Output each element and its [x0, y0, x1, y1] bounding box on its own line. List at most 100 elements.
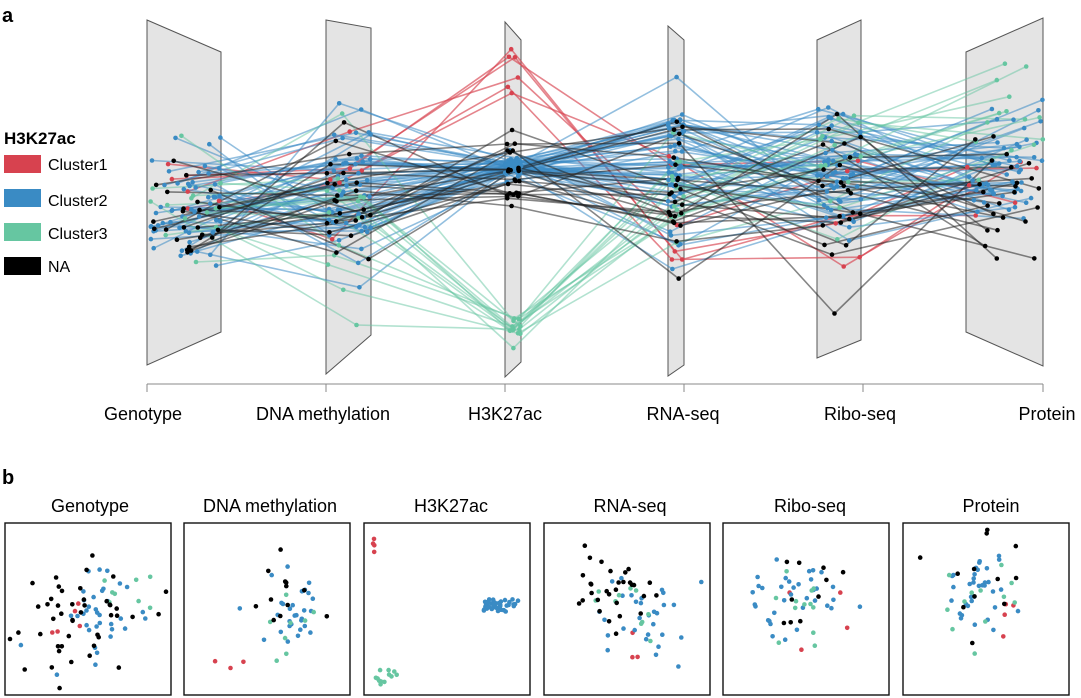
sample-point-cluster2: [148, 224, 154, 229]
legend-swatch-cluster3: [4, 223, 41, 241]
sample-point-cluster2: [360, 159, 366, 164]
embedding-point-protein-na: [984, 531, 989, 536]
embedding-point-rna-seq-cluster1: [630, 654, 635, 660]
sample-point-cluster3: [837, 205, 842, 210]
embedding-point-dna-methylation-cluster2: [285, 639, 291, 644]
sample-point-cluster2: [169, 208, 175, 213]
sample-point-cluster2: [847, 224, 852, 230]
sample-point-cluster2: [149, 158, 155, 163]
embedding-point-genotype-na: [107, 602, 113, 608]
sample-line-cluster2: [338, 102, 521, 166]
sample-point-cluster2: [858, 197, 864, 202]
sample-point-cluster2: [353, 161, 358, 167]
sample-point-cluster2: [1014, 164, 1020, 169]
sample-point-na: [332, 182, 338, 187]
sample-point-cluster2: [1018, 188, 1024, 194]
embedding-point-rna-seq-cluster2: [645, 632, 651, 637]
embedding-point-protein-na: [972, 594, 977, 599]
sample-point-na: [841, 183, 846, 189]
sample-line-na: [186, 189, 357, 251]
axis-plane-protein: [965, 17, 1044, 367]
sample-point-na: [672, 199, 678, 205]
sample-line-cluster2: [215, 239, 340, 267]
embedding-point-h3k27ac-cluster1: [371, 549, 377, 555]
sample-point-cluster2: [834, 179, 840, 184]
embedding-point-rna-seq-na: [616, 580, 621, 585]
sample-line-cluster3: [836, 149, 1012, 241]
embedding-point-rna-seq-na: [621, 579, 626, 585]
sample-line-cluster2: [849, 197, 1032, 242]
sample-point-cluster3: [994, 77, 1000, 83]
panel-title-rna-seq: RNA-seq: [593, 496, 666, 516]
sample-point-cluster2: [815, 106, 821, 112]
sample-line-na: [822, 143, 986, 247]
embedding-point-genotype-cluster2: [86, 627, 92, 633]
embedding-point-dna-methylation-cluster3: [283, 592, 289, 598]
sample-point-na: [1014, 180, 1020, 186]
sample-point-na: [985, 203, 990, 208]
embedding-point-genotype-cluster2: [84, 622, 89, 628]
sample-point-cluster2: [679, 112, 685, 117]
sample-point-cluster3: [858, 154, 863, 159]
embedding-point-protein-na: [955, 571, 960, 576]
embedding-point-rna-seq-cluster2: [643, 636, 649, 642]
embedding-point-rna-seq-na: [638, 611, 643, 616]
sample-point-cluster2: [676, 136, 681, 142]
panel-title-dna-methylation: DNA methylation: [203, 496, 337, 516]
sample-point-na: [677, 131, 682, 137]
embedding-point-rna-seq-na: [654, 593, 659, 598]
sample-point-cluster2: [966, 174, 972, 180]
sample-point-cluster2: [344, 183, 349, 188]
sample-point-cluster2: [179, 248, 185, 253]
embedding-point-rna-seq-cluster2: [632, 627, 637, 633]
sample-point-na: [1004, 151, 1009, 157]
sample-line-na: [517, 133, 680, 198]
sample-point-cluster2: [828, 207, 834, 213]
embedding-point-h3k27ac-cluster3: [389, 674, 394, 679]
embedding-point-genotype-cluster1: [50, 630, 55, 635]
sample-line-cluster3: [839, 143, 1035, 209]
embedding-point-rna-seq-na: [614, 600, 619, 606]
sample-point-cluster1: [1034, 165, 1039, 171]
sample-point-na: [337, 211, 343, 216]
embedding-point-h3k27ac-cluster3: [386, 667, 391, 673]
sample-point-cluster1: [329, 237, 335, 242]
sample-point-cluster1: [328, 177, 333, 182]
sample-point-cluster2: [515, 173, 521, 179]
sample-point-cluster2: [828, 115, 834, 121]
embedding-point-dna-methylation-cluster2: [295, 633, 301, 639]
sample-point-cluster3: [510, 324, 515, 329]
sample-line-cluster3: [150, 200, 357, 326]
sample-point-cluster1: [509, 90, 514, 96]
sample-point-cluster2: [158, 204, 163, 210]
sample-point-cluster3: [669, 174, 675, 179]
sample-line-na: [507, 197, 682, 214]
sample-point-cluster2: [1014, 141, 1020, 147]
sample-point-cluster1: [855, 158, 861, 164]
sample-point-cluster2: [218, 135, 223, 140]
sample-point-na: [820, 223, 826, 228]
sample-point-cluster2: [208, 252, 213, 258]
sample-point-cluster2: [672, 194, 677, 200]
embedding-point-protein-cluster3: [972, 651, 977, 656]
sample-point-na: [1009, 164, 1014, 170]
sample-line-cluster3: [341, 113, 515, 322]
embedding-point-ribo-seq-cluster2: [825, 603, 830, 608]
panel-frame-h3k27ac: [363, 522, 531, 696]
sample-point-cluster2: [1006, 207, 1012, 213]
sample-point-cluster2: [181, 186, 187, 192]
sample-line-cluster2: [681, 108, 819, 153]
embedding-point-rna-seq-na: [613, 631, 619, 636]
embedding-point-dna-methylation-na: [271, 617, 277, 623]
sample-line-na: [183, 172, 344, 229]
sample-point-na: [197, 207, 202, 213]
sample-line-na: [513, 193, 670, 196]
embedding-point-ribo-seq-cluster3: [802, 602, 807, 607]
embedding-point-ribo-seq-cluster2: [772, 610, 777, 616]
sample-point-cluster1: [508, 46, 514, 52]
embedding-point-genotype-na: [51, 616, 56, 622]
sample-point-na: [332, 198, 337, 203]
sample-point-cluster1: [833, 221, 838, 226]
sample-point-na: [347, 151, 352, 157]
sample-point-cluster1: [347, 129, 353, 134]
